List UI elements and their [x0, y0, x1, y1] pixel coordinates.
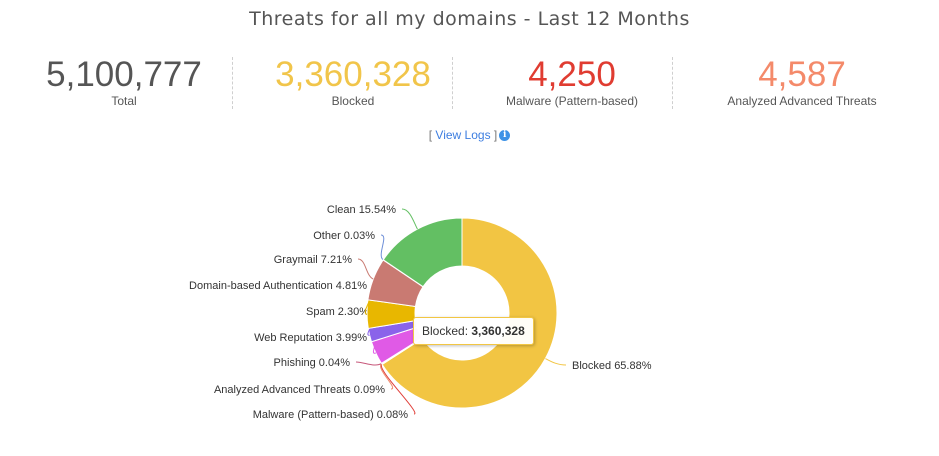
label-spam: Spam 2.30%: [306, 306, 369, 318]
stat-advanced-threats-value: 4,587: [758, 55, 846, 94]
stat-divider: [452, 57, 453, 109]
stat-total-label: Total: [111, 94, 137, 108]
page-title: Threats for all my domains - Last 12 Mon…: [249, 8, 690, 30]
stat-blocked-label: Blocked: [331, 94, 375, 108]
connector-blocked: [545, 358, 567, 366]
stat-total-value: 5,100,777: [46, 55, 202, 94]
connector-other: [380, 234, 385, 261]
stat-advanced-threats[interactable]: 4,587 Analyzed Advanced Threats: [692, 55, 912, 108]
slice-blocked[interactable]: [381, 217, 558, 409]
label-phishing: Phishing 0.04%: [274, 357, 351, 369]
slice-clean[interactable]: [382, 217, 463, 288]
connector-analyzed-advanced-threats: [379, 363, 394, 390]
view-logs-close-bracket: ]: [493, 128, 498, 142]
label-domain-based-authentication: Domain-based Authentication 4.81%: [189, 280, 367, 292]
connector-clean: [401, 208, 418, 230]
tooltip-label: Blocked:: [422, 324, 469, 338]
tooltip-value: 3,360,328: [471, 324, 525, 338]
stat-divider: [232, 57, 233, 109]
view-logs: [ View Logs ] i: [0, 128, 939, 142]
stat-blocked[interactable]: 3,360,328 Blocked: [243, 55, 463, 108]
stat-divider: [672, 57, 673, 109]
stats-bar: 5,100,777 Total 3,360,328 Blocked 4,250 …: [14, 55, 920, 115]
stat-advanced-threats-label: Analyzed Advanced Threats: [727, 94, 877, 108]
view-logs-link[interactable]: View Logs: [435, 128, 491, 142]
label-analyzed-advanced-threats: Analyzed Advanced Threats 0.09%: [214, 384, 385, 396]
stat-malware-value: 4,250: [528, 55, 616, 94]
info-icon[interactable]: i: [499, 130, 511, 142]
connector-graymail: [357, 258, 374, 280]
label-clean: Clean 15.54%: [327, 204, 396, 216]
label-blocked: Blocked 65.88%: [572, 360, 652, 372]
label-malware-pattern-based: Malware (Pattern-based) 0.08%: [253, 409, 409, 421]
view-logs-open-bracket: [: [428, 128, 433, 142]
stat-malware-label: Malware (Pattern-based): [505, 94, 639, 108]
label-web-reputation: Web Reputation 3.99%: [254, 332, 367, 344]
label-other: Other 0.03%: [313, 230, 375, 242]
stat-malware[interactable]: 4,250 Malware (Pattern-based): [462, 55, 682, 108]
label-graymail: Graymail 7.21%: [274, 254, 352, 266]
stat-total[interactable]: 5,100,777 Total: [14, 55, 234, 108]
stat-blocked-value: 3,360,328: [275, 55, 431, 94]
connector-phishing: [355, 361, 382, 366]
connector-malware-pattern-based: [380, 363, 416, 415]
chart-tooltip: Blocked: 3,360,328: [413, 317, 534, 345]
